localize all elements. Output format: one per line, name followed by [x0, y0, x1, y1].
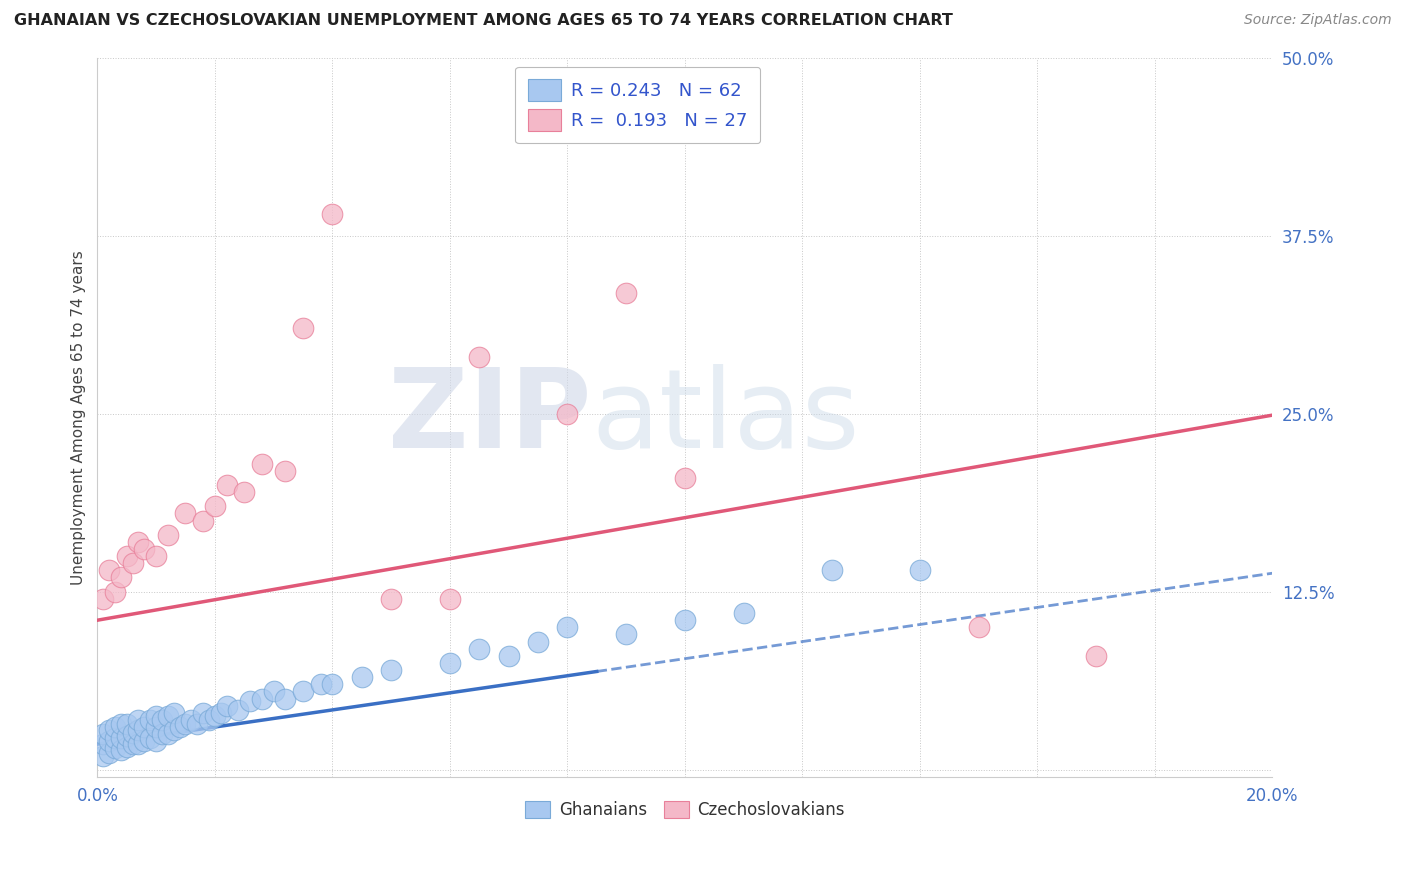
Point: [134, 734, 156, 748]
Point: [468, 350, 491, 364]
Point: [228, 703, 250, 717]
Point: [614, 627, 637, 641]
Point: [134, 541, 156, 556]
Point: [498, 648, 520, 663]
Point: [169, 720, 191, 734]
Point: [156, 528, 179, 542]
Point: [121, 556, 143, 570]
Point: [163, 723, 186, 737]
Point: [174, 507, 197, 521]
Point: [150, 727, 173, 741]
Legend: Ghanaians, Czechoslovakians: Ghanaians, Czechoslovakians: [519, 795, 851, 826]
Point: [321, 207, 343, 221]
Point: [98, 734, 121, 748]
Point: [274, 464, 297, 478]
Point: [557, 620, 579, 634]
Point: [380, 663, 402, 677]
Point: [115, 739, 138, 754]
Point: [614, 285, 637, 300]
Point: [127, 723, 149, 737]
Point: [191, 706, 214, 720]
Point: [110, 731, 132, 746]
Point: [121, 725, 143, 739]
Point: [163, 706, 186, 720]
Point: [186, 717, 208, 731]
Point: [321, 677, 343, 691]
Point: [139, 713, 162, 727]
Point: [98, 746, 121, 760]
Point: [91, 727, 114, 741]
Point: [110, 717, 132, 731]
Point: [233, 485, 256, 500]
Point: [174, 717, 197, 731]
Point: [439, 591, 461, 606]
Point: [439, 656, 461, 670]
Text: Source: ZipAtlas.com: Source: ZipAtlas.com: [1244, 13, 1392, 28]
Point: [527, 634, 550, 648]
Point: [209, 706, 232, 720]
Point: [104, 720, 127, 734]
Point: [557, 407, 579, 421]
Point: [215, 478, 238, 492]
Point: [91, 737, 114, 751]
Point: [110, 743, 132, 757]
Point: [291, 321, 314, 335]
Point: [150, 713, 173, 727]
Point: [673, 613, 696, 627]
Point: [115, 549, 138, 563]
Point: [145, 734, 167, 748]
Point: [239, 694, 262, 708]
Point: [198, 713, 221, 727]
Point: [204, 708, 226, 723]
Point: [380, 591, 402, 606]
Point: [215, 698, 238, 713]
Point: [673, 471, 696, 485]
Point: [98, 563, 121, 577]
Text: atlas: atlas: [591, 364, 859, 471]
Point: [98, 723, 121, 737]
Point: [250, 691, 273, 706]
Y-axis label: Unemployment Among Ages 65 to 74 years: Unemployment Among Ages 65 to 74 years: [72, 250, 86, 584]
Point: [91, 748, 114, 763]
Point: [145, 720, 167, 734]
Point: [733, 606, 755, 620]
Point: [115, 729, 138, 743]
Text: ZIP: ZIP: [388, 364, 591, 471]
Point: [127, 534, 149, 549]
Point: [1085, 648, 1108, 663]
Point: [156, 708, 179, 723]
Point: [180, 713, 202, 727]
Point: [309, 677, 332, 691]
Point: [821, 563, 844, 577]
Point: [115, 717, 138, 731]
Point: [104, 584, 127, 599]
Point: [274, 691, 297, 706]
Point: [127, 713, 149, 727]
Point: [127, 737, 149, 751]
Point: [121, 737, 143, 751]
Point: [104, 741, 127, 756]
Point: [104, 731, 127, 746]
Point: [350, 670, 373, 684]
Point: [134, 720, 156, 734]
Point: [145, 708, 167, 723]
Point: [468, 641, 491, 656]
Point: [250, 457, 273, 471]
Point: [263, 684, 285, 698]
Point: [139, 731, 162, 746]
Point: [967, 620, 990, 634]
Text: GHANAIAN VS CZECHOSLOVAKIAN UNEMPLOYMENT AMONG AGES 65 TO 74 YEARS CORRELATION C: GHANAIAN VS CZECHOSLOVAKIAN UNEMPLOYMENT…: [14, 13, 953, 29]
Point: [110, 570, 132, 584]
Point: [91, 591, 114, 606]
Point: [291, 684, 314, 698]
Point: [191, 514, 214, 528]
Point: [145, 549, 167, 563]
Point: [204, 500, 226, 514]
Point: [908, 563, 931, 577]
Point: [156, 727, 179, 741]
